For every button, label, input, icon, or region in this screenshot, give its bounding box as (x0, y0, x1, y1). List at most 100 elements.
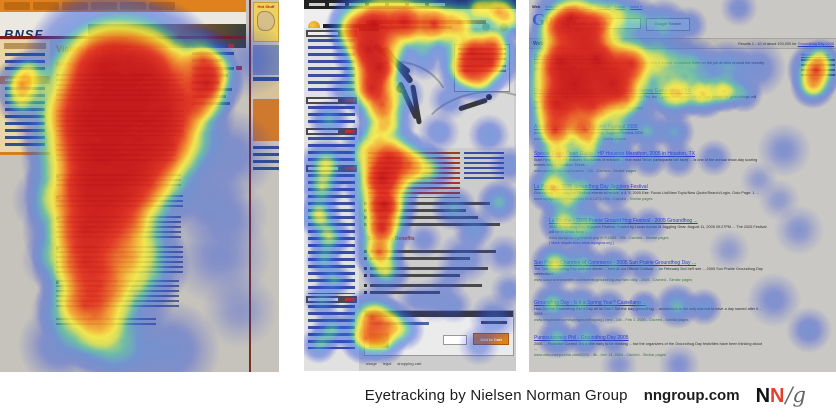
bnsf-page-title: Vision & Values (56, 44, 123, 54)
product-links-greek[interactable] (464, 152, 504, 182)
tab-web[interactable]: Web (532, 4, 541, 9)
nav-tab[interactable] (62, 2, 88, 10)
sidebar-links-greek[interactable] (308, 39, 355, 95)
sponsored-links-box[interactable]: Groundhog Day (801, 52, 835, 77)
tab-groups[interactable]: Groups (563, 4, 577, 9)
result-url[interactable]: www.atlantajugglers.org/ - 9k - Cached -… (534, 136, 626, 141)
bullet-item-greek (364, 291, 440, 294)
rail-orange-box-greek[interactable] (253, 99, 279, 141)
result-snippet: Groundhog Day Jugglers Festival events s… (534, 191, 759, 195)
search-result: Groundhog Job Shadow Day Describes a pro… (534, 54, 766, 71)
sidebar-links-greek[interactable] (5, 87, 45, 149)
sidebar-links-greek[interactable] (308, 174, 355, 294)
nav-item-greek[interactable] (389, 3, 405, 6)
store-top-nav[interactable] (304, 0, 516, 9)
link-greek[interactable] (192, 59, 222, 62)
bullet-item-greek (364, 257, 470, 260)
result-url[interactable]: www.groundhog.org/ - 8k - Feb 2, 2005 - … (534, 105, 643, 110)
result-title[interactable]: Punxsutawney Phil - Groundhog Day 2005 (534, 335, 629, 341)
result-url[interactable]: www.jobshadow.org/ - 12k - Cached - Simi… (534, 66, 621, 71)
add-to-cart-button[interactable]: Add to Cart (473, 333, 509, 345)
info-red-text-greek (458, 65, 506, 73)
result-url[interactable]: www.sunprairiechamber.com/events/groundh… (534, 277, 693, 282)
sidebar-links-greek[interactable] (308, 305, 355, 349)
info-text-greek (458, 48, 506, 62)
link-greek[interactable] (192, 52, 234, 55)
tab-local[interactable]: Local (615, 4, 625, 9)
result-title[interactable]: Groundhog Job Shadow Day (534, 54, 599, 60)
link-greek[interactable] (192, 74, 228, 77)
result-title[interactable]: Sun Prairie Chamber of Commerce - 2005 S… (534, 260, 697, 266)
sponsored-link-title[interactable]: Groundhog Day (801, 52, 830, 57)
search-result: Punxsutawney Phil - Groundhog Day 2005 2… (534, 335, 766, 357)
sidebar-item-about-bnsf[interactable]: About BNSF (0, 76, 50, 84)
rail-blue-box-greek[interactable] (253, 45, 279, 75)
bullet-item-greek (364, 267, 488, 270)
bullet-item-greek (56, 246, 183, 274)
product-photo-area (346, 32, 516, 168)
nav-item-greek[interactable] (369, 3, 385, 6)
result-title[interactable]: Special Event Open Guide - HP Houston Ma… (534, 151, 696, 157)
search-result: La Pagina - 2005 Groundhog Day Jugglers … (534, 184, 766, 201)
nav-tab[interactable] (91, 2, 117, 10)
quantity-input[interactable] (443, 335, 467, 345)
nav-tab[interactable] (33, 2, 59, 10)
nav-item-greek[interactable] (309, 3, 325, 6)
tab-images[interactable]: Images (545, 4, 559, 9)
more-results-link[interactable]: [ More results from www.lapagina.org ] (549, 240, 614, 245)
store-sidebar-nav[interactable] (304, 28, 359, 371)
result-title[interactable]: Atlanta Groundhog Day Jugglers Festival … (534, 124, 638, 130)
product-title-greek (366, 20, 486, 24)
result-url[interactable]: www.infoplease.com/spot/groundhogday1.ht… (534, 317, 689, 322)
rail-tan-box-greek[interactable] (253, 77, 279, 97)
search-input[interactable] (569, 18, 641, 29)
sidebar-links-greek[interactable] (308, 137, 355, 163)
footer-link[interactable]: shopping cart (397, 361, 422, 366)
link-greek[interactable] (192, 102, 230, 105)
sidebar-links-greek[interactable] (308, 106, 355, 126)
nav-item-greek[interactable] (329, 3, 345, 6)
bullet-item-greek (364, 202, 490, 205)
result-url[interactable]: www.wisconsinjournal.com/6224/ - 8k - De… (534, 352, 666, 357)
store-footer-links[interactable]: usage legal shopping cart (366, 361, 421, 366)
result-title[interactable]: Groundhog Day - Is it a Spring Year? Cas… (534, 300, 647, 306)
rail-links-greek[interactable] (253, 146, 279, 170)
cart-icon[interactable] (500, 23, 508, 31)
search-icon[interactable] (482, 23, 490, 31)
query-link[interactable]: Groundhog Day 2005 (797, 41, 834, 46)
nav-item-greek[interactable] (349, 3, 365, 6)
nav-tab[interactable] (4, 2, 30, 10)
nav-tab[interactable] (120, 2, 146, 10)
result-snippet: The Groundhog Day 2005 celebration in ho… (534, 95, 757, 104)
footer-link[interactable]: legal (382, 361, 392, 366)
result-url[interactable]: www.openguides.org/houston - 21k - Cache… (534, 168, 637, 173)
footer-link[interactable]: usage (366, 361, 377, 366)
bnsf-quick-links[interactable] (192, 44, 242, 109)
nav-tab[interactable] (149, 2, 175, 10)
bnsf-top-nav[interactable] (0, 0, 246, 12)
tab-froogle[interactable]: Froogle (596, 4, 611, 9)
nav-item-greek[interactable] (409, 3, 425, 6)
result-title[interactable]: La Pagina - 2005 Groundhog Day Jugglers … (534, 184, 648, 190)
google-tabs[interactable]: Web Images Groups News Froogle Local mor… (532, 4, 642, 9)
bullet-item-greek (364, 223, 500, 226)
google-search-button[interactable]: Google Search (646, 18, 690, 31)
bnsf-sidebar-nav[interactable]: About BNSF (0, 40, 50, 155)
tab-more[interactable]: more » (629, 4, 643, 9)
result-title[interactable]: La Pagina - 2005 Prairie Ground Hog Fest… (549, 218, 698, 224)
link-greek[interactable] (192, 88, 232, 91)
link-greek[interactable] (192, 44, 226, 48)
result-snippet: Describes a project that begins on Groun… (534, 61, 765, 65)
nav-item-greek[interactable] (429, 3, 445, 6)
link-greek[interactable] (192, 81, 220, 84)
result-title[interactable]: Groundhog.org - the Official Site of the… (534, 88, 692, 94)
result-url[interactable]: www.lapagina.org/festival.php?f=5,1471,1… (534, 196, 653, 201)
link-greek[interactable] (192, 95, 226, 98)
tab-news[interactable]: News (581, 4, 592, 9)
hot-stuff-box[interactable]: Hot Stuff (253, 2, 279, 42)
link-greek[interactable] (192, 66, 234, 70)
sidebar-links-greek[interactable] (5, 53, 45, 73)
bullet-item-greek (56, 195, 183, 210)
caption-site-link[interactable]: nngroup.com (643, 386, 740, 404)
result-url[interactable]: www.lapagina.org/festival.php?f=5,1485 -… (549, 235, 669, 240)
